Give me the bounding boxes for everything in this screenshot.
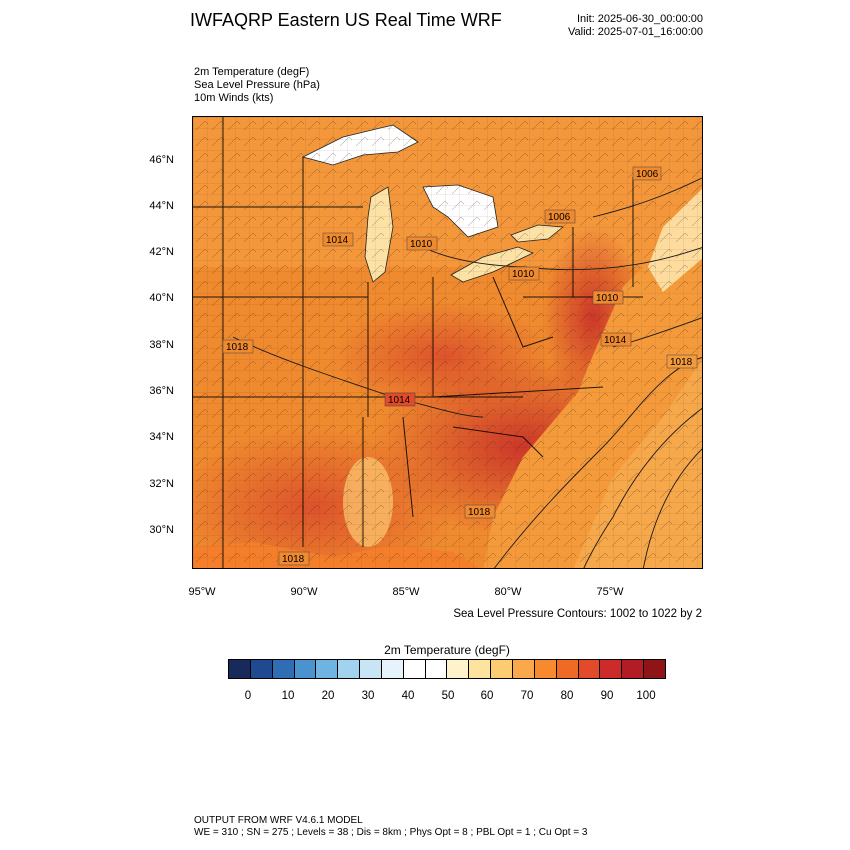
init-valid-block: Init: 2025-06-30_00:00:00 Valid: 2025-07… [540, 13, 703, 39]
colorbar-swatch [403, 660, 426, 678]
colorbar-swatch [381, 660, 404, 678]
lon-label: 90°W [290, 586, 318, 598]
lon-label: 95°W [188, 586, 216, 598]
contour-label: 1018 [278, 551, 310, 566]
colorbar-swatch [338, 660, 361, 678]
svg-text:1018: 1018 [226, 342, 249, 353]
svg-text:1014: 1014 [388, 395, 411, 406]
lon-label: 80°W [494, 586, 522, 598]
svg-text:1018: 1018 [282, 554, 305, 565]
colorbar-swatch [600, 660, 623, 678]
colorbar-swatch [360, 660, 382, 678]
plot-title: IWFAQRP Eastern US Real Time WRF [190, 10, 502, 30]
colorbar-swatch [294, 660, 317, 678]
contour-label: 1018 [666, 354, 698, 369]
contour-label-group: 1006 1006 1014 1010 1010 1010 1018 1014 … [222, 166, 698, 566]
lat-label: 30°N [149, 524, 174, 536]
contour-label: 1014 [384, 392, 416, 407]
contour-label: 1014 [322, 232, 354, 247]
field-winds: 10m Winds (kts) [194, 92, 274, 104]
colorbar [228, 659, 666, 679]
colorbar-label: 80 [560, 690, 574, 702]
contour-label: 1006 [632, 166, 662, 181]
lat-label: 46°N [149, 154, 174, 166]
temperature-map: 1006 1006 1014 1010 1010 1010 1018 1014 … [193, 117, 702, 568]
colorbar-swatch [447, 660, 470, 678]
colorbar-label: 0 [244, 690, 252, 702]
colorbar-swatch [644, 660, 665, 678]
colorbar-swatch [491, 660, 513, 678]
contour-label: 1006 [544, 209, 576, 224]
field-temperature: 2m Temperature (degF) [194, 66, 310, 78]
colorbar-label: 90 [600, 690, 614, 702]
colorbar-label: 40 [401, 690, 415, 702]
svg-text:1014: 1014 [604, 335, 627, 346]
colorbar-swatch [512, 660, 535, 678]
colorbar-label: 60 [480, 690, 494, 702]
colorbar-label: 100 [636, 690, 656, 702]
contour-label: 1010 [508, 266, 540, 281]
svg-text:1010: 1010 [512, 269, 535, 280]
colorbar-label: 20 [321, 690, 335, 702]
field-pressure: Sea Level Pressure (hPa) [194, 79, 320, 91]
colorbar-label: 70 [520, 690, 534, 702]
lat-label: 34°N [149, 431, 174, 443]
colorbar-swatch [578, 660, 601, 678]
contour-label: 1018 [464, 504, 496, 519]
lon-label: 75°W [596, 586, 624, 598]
svg-text:1018: 1018 [670, 357, 693, 368]
colorbar-swatch [250, 660, 273, 678]
lat-label: 38°N [149, 339, 174, 351]
lat-label: 32°N [149, 478, 174, 490]
lat-label: 36°N [149, 385, 174, 397]
colorbar-swatch [469, 660, 492, 678]
lat-label: 42°N [149, 246, 174, 258]
slp-contour-note: Sea Level Pressure Contours: 1002 to 102… [453, 608, 702, 620]
colorbar-swatch [534, 660, 557, 678]
colorbar-swatch [272, 660, 295, 678]
contour-label: 1014 [600, 332, 632, 347]
field-list: 2m Temperature (degF) Sea Level Pressure… [194, 66, 320, 105]
svg-text:1010: 1010 [596, 293, 619, 304]
contour-label: 1018 [222, 339, 254, 354]
colorbar-label: 30 [361, 690, 375, 702]
footer-model-line: OUTPUT FROM WRF V4.6.1 MODEL [194, 815, 363, 826]
footer-config-line: WE = 310 ; SN = 275 ; Levels = 38 ; Dis … [194, 827, 588, 838]
svg-text:1010: 1010 [410, 239, 433, 250]
colorbar-swatch [425, 660, 448, 678]
contour-label: 1010 [406, 236, 438, 251]
svg-text:1014: 1014 [326, 235, 349, 246]
lat-label: 44°N [149, 200, 174, 212]
svg-text:1006: 1006 [636, 169, 659, 180]
colorbar-label: 50 [441, 690, 455, 702]
colorbar-swatch [622, 660, 645, 678]
colorbar-swatch [556, 660, 579, 678]
lon-label: 85°W [392, 586, 420, 598]
contour-label: 1010 [592, 290, 624, 305]
map-panel: 1006 1006 1014 1010 1010 1010 1018 1014 … [192, 116, 703, 569]
valid-time: Valid: 2025-07-01_16:00:00 [568, 26, 703, 38]
init-time: Init: 2025-06-30_00:00:00 [577, 13, 703, 25]
colorbar-title: 2m Temperature (degF) [384, 643, 510, 657]
lat-label: 40°N [149, 292, 174, 304]
svg-text:1006: 1006 [548, 212, 571, 223]
colorbar-swatch [316, 660, 339, 678]
colorbar-label: 10 [281, 690, 295, 702]
model-footer: OUTPUT FROM WRF V4.6.1 MODEL WE = 310 ; … [194, 815, 587, 839]
svg-text:1018: 1018 [468, 507, 491, 518]
colorbar-swatch [229, 660, 251, 678]
